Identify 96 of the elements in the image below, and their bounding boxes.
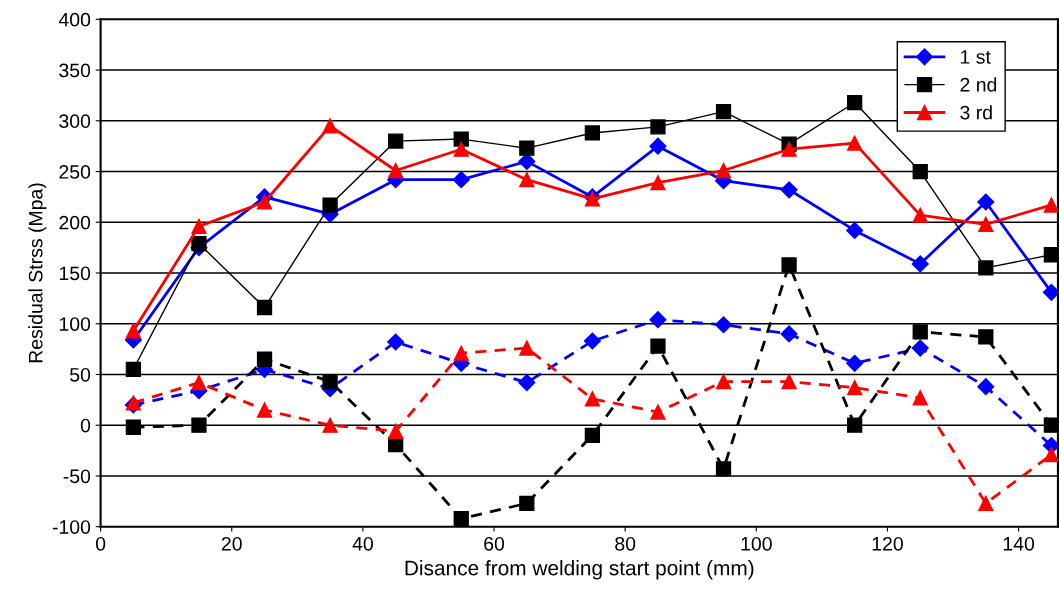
point xyxy=(125,361,142,378)
point xyxy=(911,339,929,357)
point xyxy=(519,172,535,188)
y-tick-label: 400 xyxy=(58,12,91,27)
point xyxy=(191,374,207,391)
point xyxy=(1043,417,1058,433)
x-tick-label: 100 xyxy=(741,536,772,551)
point xyxy=(191,235,207,252)
point xyxy=(1042,283,1058,301)
point xyxy=(519,140,535,156)
legend-label: 3 rd xyxy=(960,105,992,120)
point xyxy=(256,402,273,418)
point xyxy=(978,260,994,276)
point xyxy=(715,162,732,179)
point xyxy=(191,417,207,433)
y-tick-label: 200 xyxy=(59,215,91,230)
point xyxy=(847,135,863,151)
point xyxy=(781,257,797,273)
point xyxy=(715,461,732,477)
point xyxy=(977,193,995,211)
point xyxy=(322,197,338,213)
x-tick-label: 80 xyxy=(615,536,636,551)
point xyxy=(780,181,798,199)
y-tick-label: 350 xyxy=(59,63,91,78)
point xyxy=(322,118,338,134)
y-tick-label: 300 xyxy=(59,114,91,129)
point xyxy=(846,221,864,239)
x-tick-label: 0 xyxy=(95,536,106,551)
y-tick-label: 0 xyxy=(80,418,91,433)
y-tick-label: -100 xyxy=(52,520,91,534)
point xyxy=(583,332,601,350)
point xyxy=(1043,447,1058,463)
point xyxy=(912,390,928,406)
point xyxy=(584,427,601,444)
point xyxy=(847,380,863,396)
y-tick-label: -50 xyxy=(63,469,91,484)
point xyxy=(780,325,798,343)
x-tick-label: 20 xyxy=(221,536,242,551)
point xyxy=(781,373,797,390)
point xyxy=(912,207,928,223)
legend-label: 2 nd xyxy=(960,77,997,92)
point xyxy=(649,311,667,329)
point xyxy=(518,374,536,392)
point xyxy=(781,141,797,157)
x-axis-title: Disance from welding start point (mm) xyxy=(405,560,754,580)
point xyxy=(978,329,994,345)
point xyxy=(388,423,404,439)
point xyxy=(912,163,928,180)
point xyxy=(584,125,601,141)
point xyxy=(649,137,667,155)
y-tick-label: 100 xyxy=(59,317,91,331)
point xyxy=(388,133,404,149)
point xyxy=(256,194,273,210)
point xyxy=(584,391,601,407)
point xyxy=(912,324,928,340)
point xyxy=(322,373,338,390)
point xyxy=(453,131,469,147)
point xyxy=(978,216,994,232)
point xyxy=(125,323,142,339)
y-tick-label: 50 xyxy=(70,367,91,382)
point xyxy=(650,404,666,420)
x-tick-label: 40 xyxy=(352,536,373,551)
point xyxy=(453,345,469,361)
point xyxy=(1043,197,1058,213)
y-tick-label: 250 xyxy=(59,165,91,179)
point xyxy=(256,299,273,316)
point xyxy=(715,373,732,390)
point xyxy=(256,351,273,367)
point xyxy=(453,510,469,527)
point xyxy=(453,141,469,157)
point xyxy=(846,354,864,372)
point xyxy=(847,417,863,433)
point xyxy=(847,94,863,111)
point xyxy=(388,162,404,179)
legend-label: 1 st xyxy=(961,50,991,64)
x-tick-label: 140 xyxy=(1003,536,1035,551)
point xyxy=(715,104,732,120)
point xyxy=(911,255,929,273)
point xyxy=(650,119,666,135)
y-tick-label: 150 xyxy=(59,266,91,281)
point xyxy=(519,495,535,511)
point xyxy=(125,419,142,435)
point xyxy=(387,333,405,351)
point xyxy=(452,171,470,189)
point xyxy=(977,378,995,396)
point xyxy=(714,316,733,334)
point xyxy=(650,338,666,354)
point xyxy=(322,417,338,433)
x-tick-label: 120 xyxy=(872,536,903,551)
point xyxy=(650,175,666,191)
point xyxy=(519,340,535,356)
point xyxy=(1043,247,1058,263)
point xyxy=(191,218,207,234)
y-axis-title: Residual Strss (Mpa) xyxy=(28,183,47,363)
x-tick-label: 60 xyxy=(484,536,505,551)
point xyxy=(978,495,994,511)
